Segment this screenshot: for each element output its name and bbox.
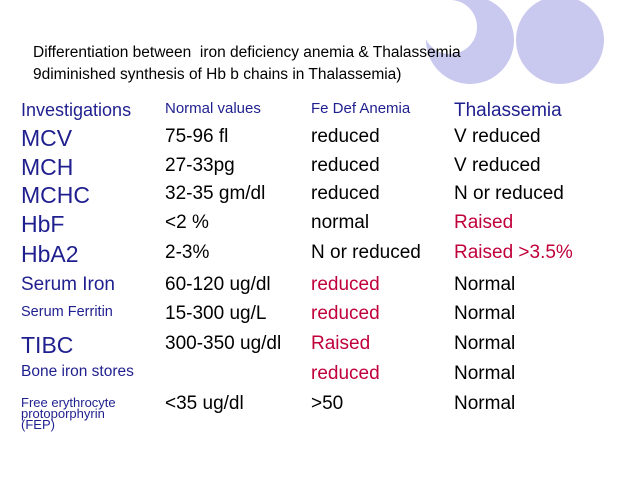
row-thalassemia: Normal <box>454 303 516 324</box>
row-normal-value: 27-33pg <box>165 155 235 176</box>
row-investigation-line-3: (FEP) <box>21 417 55 432</box>
row-investigation: TIBC <box>21 332 74 358</box>
row-normal-value: 15-300 ug/L <box>165 303 267 324</box>
row-thalassemia: Normal <box>454 274 516 295</box>
header-normal-values: Normal values <box>165 100 261 117</box>
header-investigations: Investigations <box>21 100 132 120</box>
row-normal-value: 60-120 ug/dl <box>165 274 271 295</box>
row-normal-value: <35 ug/dl <box>165 393 244 414</box>
row-thalassemia: Normal <box>454 363 516 384</box>
title-line-2: 9diminished synthesis of Hb b chains in … <box>33 66 402 83</box>
row-investigation: MCH <box>21 154 74 180</box>
row-thalassemia: Normal <box>454 393 516 414</box>
row-investigation-line-1: Free erythrocyte <box>21 395 116 410</box>
row-investigation: Serum Ferritin <box>21 304 113 320</box>
row-normal-value: 32-35 gm/dl <box>165 183 266 204</box>
row-investigation: MCV <box>21 125 73 151</box>
row-fe-def: >50 <box>311 393 344 414</box>
row-fe-def: reduced <box>311 363 380 384</box>
row-normal-value: 75-96 fl <box>165 126 229 147</box>
row-investigation: HbF <box>21 211 65 237</box>
row-investigation: HbA2 <box>21 241 79 267</box>
decor-circle <box>516 0 604 84</box>
row-thalassemia: Raised >3.5% <box>454 242 573 263</box>
slide-title: Differentiation between iron deficiency … <box>33 42 461 86</box>
row-normal-value: 2-3% <box>165 242 210 263</box>
row-thalassemia: Raised <box>454 212 514 233</box>
row-fe-def: N or reduced <box>311 242 421 263</box>
row-normal-value: <2 % <box>165 212 209 233</box>
row-investigation: MCHC <box>21 182 90 208</box>
row-fe-def: reduced <box>311 126 380 147</box>
row-thalassemia: V reduced <box>454 155 541 176</box>
row-fe-def: Raised <box>311 333 371 354</box>
row-thalassemia: V reduced <box>454 126 541 147</box>
row-thalassemia: Normal <box>454 333 516 354</box>
row-fe-def: reduced <box>311 183 380 204</box>
row-investigation: Bone iron stores <box>21 363 134 380</box>
row-thalassemia: N or reduced <box>454 183 564 204</box>
row-fe-def: reduced <box>311 274 380 295</box>
row-investigation: Serum Iron <box>21 274 115 295</box>
title-line-1: Differentiation between iron deficiency … <box>33 44 461 61</box>
row-fe-def: reduced <box>311 155 380 176</box>
decor-circle-inner <box>423 0 477 54</box>
row-investigation-line-2: protoporphyrin <box>21 406 105 421</box>
row-fe-def: normal <box>311 212 370 233</box>
row-fe-def: reduced <box>311 303 380 324</box>
header-thalassemia: Thalassemia <box>454 100 562 121</box>
row-normal-value: 300-350 ug/dl <box>165 333 282 354</box>
header-fe-def-anemia: Fe Def Anemia <box>311 100 411 117</box>
